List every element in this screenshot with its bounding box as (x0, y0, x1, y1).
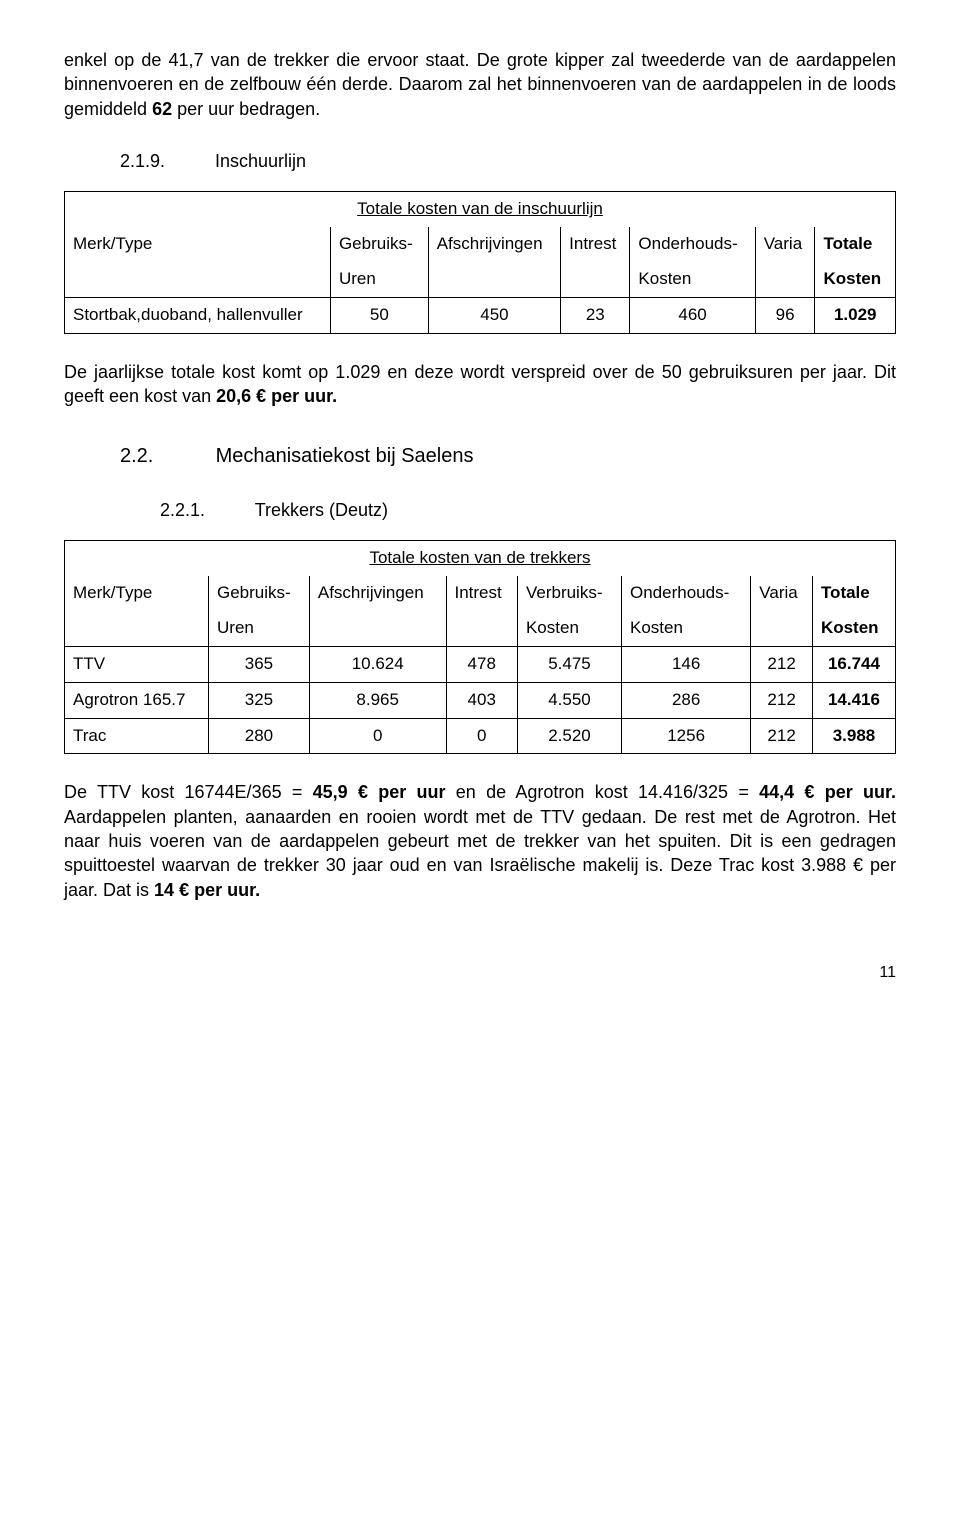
t2-r1-c1: 325 (209, 682, 310, 718)
t2-r0-c0: TTV (65, 646, 209, 682)
t2-r0-c3: 478 (446, 646, 517, 682)
t2-r1-c7: 14.416 (812, 682, 895, 718)
t2-r2-c5: 1256 (622, 718, 751, 754)
t1-h-c5: Varia (755, 227, 815, 262)
para3-b1: 45,9 € per uur (313, 782, 446, 802)
t2-s-c7: Kosten (812, 611, 895, 646)
t1-s-c3 (561, 262, 630, 297)
t1-h-c0: Merk/Type (65, 227, 331, 262)
t2-r1-c5: 286 (622, 682, 751, 718)
table2-title-cell: Totale kosten van de trekkers (65, 540, 896, 575)
heading-22: 2.2. Mechanisatiekost bij Saelens (64, 443, 896, 470)
t1-h-c3: Intrest (561, 227, 630, 262)
t1-r0-c6: 1.029 (815, 298, 896, 334)
t2-s-c2 (309, 611, 446, 646)
t1-h-c4: Onderhouds- (630, 227, 755, 262)
t1-h-c6: Totale (815, 227, 896, 262)
t1-s-c2 (428, 262, 560, 297)
page-number: 11 (64, 962, 896, 984)
heading-219-title: Inschuurlijn (215, 151, 306, 171)
t2-r1-c0: Agrotron 165.7 (65, 682, 209, 718)
t2-r0-c4: 5.475 (517, 646, 621, 682)
t2-r0-c2: 10.624 (309, 646, 446, 682)
t1-s-c4: Kosten (630, 262, 755, 297)
table1-title: Totale kosten van de inschuurlijn (357, 199, 603, 218)
t2-r0-c1: 365 (209, 646, 310, 682)
heading-221: 2.2.1. Trekkers (Deutz) (64, 498, 896, 522)
table-trekkers: Totale kosten van de trekkers Merk/Type … (64, 540, 896, 755)
t1-s-c5 (755, 262, 815, 297)
t1-r0-c2: 450 (428, 298, 560, 334)
heading-221-num: 2.2.1. (160, 498, 250, 522)
t2-r0-c7: 16.744 (812, 646, 895, 682)
heading-219-num: 2.1.9. (120, 149, 210, 173)
t1-r0-c0: Stortbak,duoband, hallenvuller (65, 298, 331, 334)
t2-s-c3 (446, 611, 517, 646)
t2-r1-c2: 8.965 (309, 682, 446, 718)
para2-bold: 20,6 € per uur. (216, 386, 337, 406)
para3: De TTV kost 16744E/365 = 45,9 € per uur … (64, 780, 896, 901)
t1-s-c6: Kosten (815, 262, 896, 297)
para1-after: per uur bedragen. (172, 99, 320, 119)
t2-r1-c3: 403 (446, 682, 517, 718)
t2-h-c1: Gebruiks- (209, 576, 310, 611)
t1-r0-c3: 23 (561, 298, 630, 334)
table-inschuurlijn: Totale kosten van de inschuurlijn Merk/T… (64, 191, 896, 334)
t2-r0-c5: 146 (622, 646, 751, 682)
heading-22-title: Mechanisatiekost bij Saelens (216, 445, 474, 467)
para3-b2: 44,4 € per uur. (759, 782, 896, 802)
para1-bold: 62 (152, 99, 172, 119)
table1-title-cell: Totale kosten van de inschuurlijn (65, 192, 896, 227)
t2-s-c6 (751, 611, 813, 646)
t1-h-c2: Afschrijvingen (428, 227, 560, 262)
t2-r1-c6: 212 (751, 682, 813, 718)
t2-r2-c2: 0 (309, 718, 446, 754)
t2-s-c5: Kosten (622, 611, 751, 646)
t1-r0-c4: 460 (630, 298, 755, 334)
t2-h-c6: Varia (751, 576, 813, 611)
t2-s-c1: Uren (209, 611, 310, 646)
t2-h-c0: Merk/Type (65, 576, 209, 611)
t2-s-c0 (65, 611, 209, 646)
t2-r0-c6: 212 (751, 646, 813, 682)
heading-22-num: 2.2. (120, 443, 210, 470)
intro-paragraph: enkel op de 41,7 van de trekker die ervo… (64, 48, 896, 121)
heading-219: 2.1.9. Inschuurlijn (64, 149, 896, 173)
t2-s-c4: Kosten (517, 611, 621, 646)
t1-r0-c5: 96 (755, 298, 815, 334)
para3-c: en de Agrotron kost 14.416/325 = (446, 782, 760, 802)
t2-r2-c1: 280 (209, 718, 310, 754)
t2-r2-c3: 0 (446, 718, 517, 754)
t1-s-c1: Uren (330, 262, 428, 297)
para2-text: De jaarlijkse totale kost komt op 1.029 … (64, 362, 896, 406)
para3-b3: 14 € per uur. (154, 880, 260, 900)
t2-r2-c6: 212 (751, 718, 813, 754)
table2-title: Totale kosten van de trekkers (369, 548, 590, 567)
t1-s-c0 (65, 262, 331, 297)
t2-r2-c4: 2.520 (517, 718, 621, 754)
t1-r0-c1: 50 (330, 298, 428, 334)
t2-r2-c0: Trac (65, 718, 209, 754)
para3-a: De TTV kost 16744E/365 = (64, 782, 313, 802)
t2-h-c2: Afschrijvingen (309, 576, 446, 611)
heading-221-title: Trekkers (Deutz) (255, 500, 388, 520)
t2-h-c7: Totale (812, 576, 895, 611)
para2: De jaarlijkse totale kost komt op 1.029 … (64, 360, 896, 409)
t1-h-c1: Gebruiks- (330, 227, 428, 262)
t2-h-c4: Verbruiks- (517, 576, 621, 611)
t2-r1-c4: 4.550 (517, 682, 621, 718)
t2-h-c5: Onderhouds- (622, 576, 751, 611)
t2-h-c3: Intrest (446, 576, 517, 611)
t2-r2-c7: 3.988 (812, 718, 895, 754)
